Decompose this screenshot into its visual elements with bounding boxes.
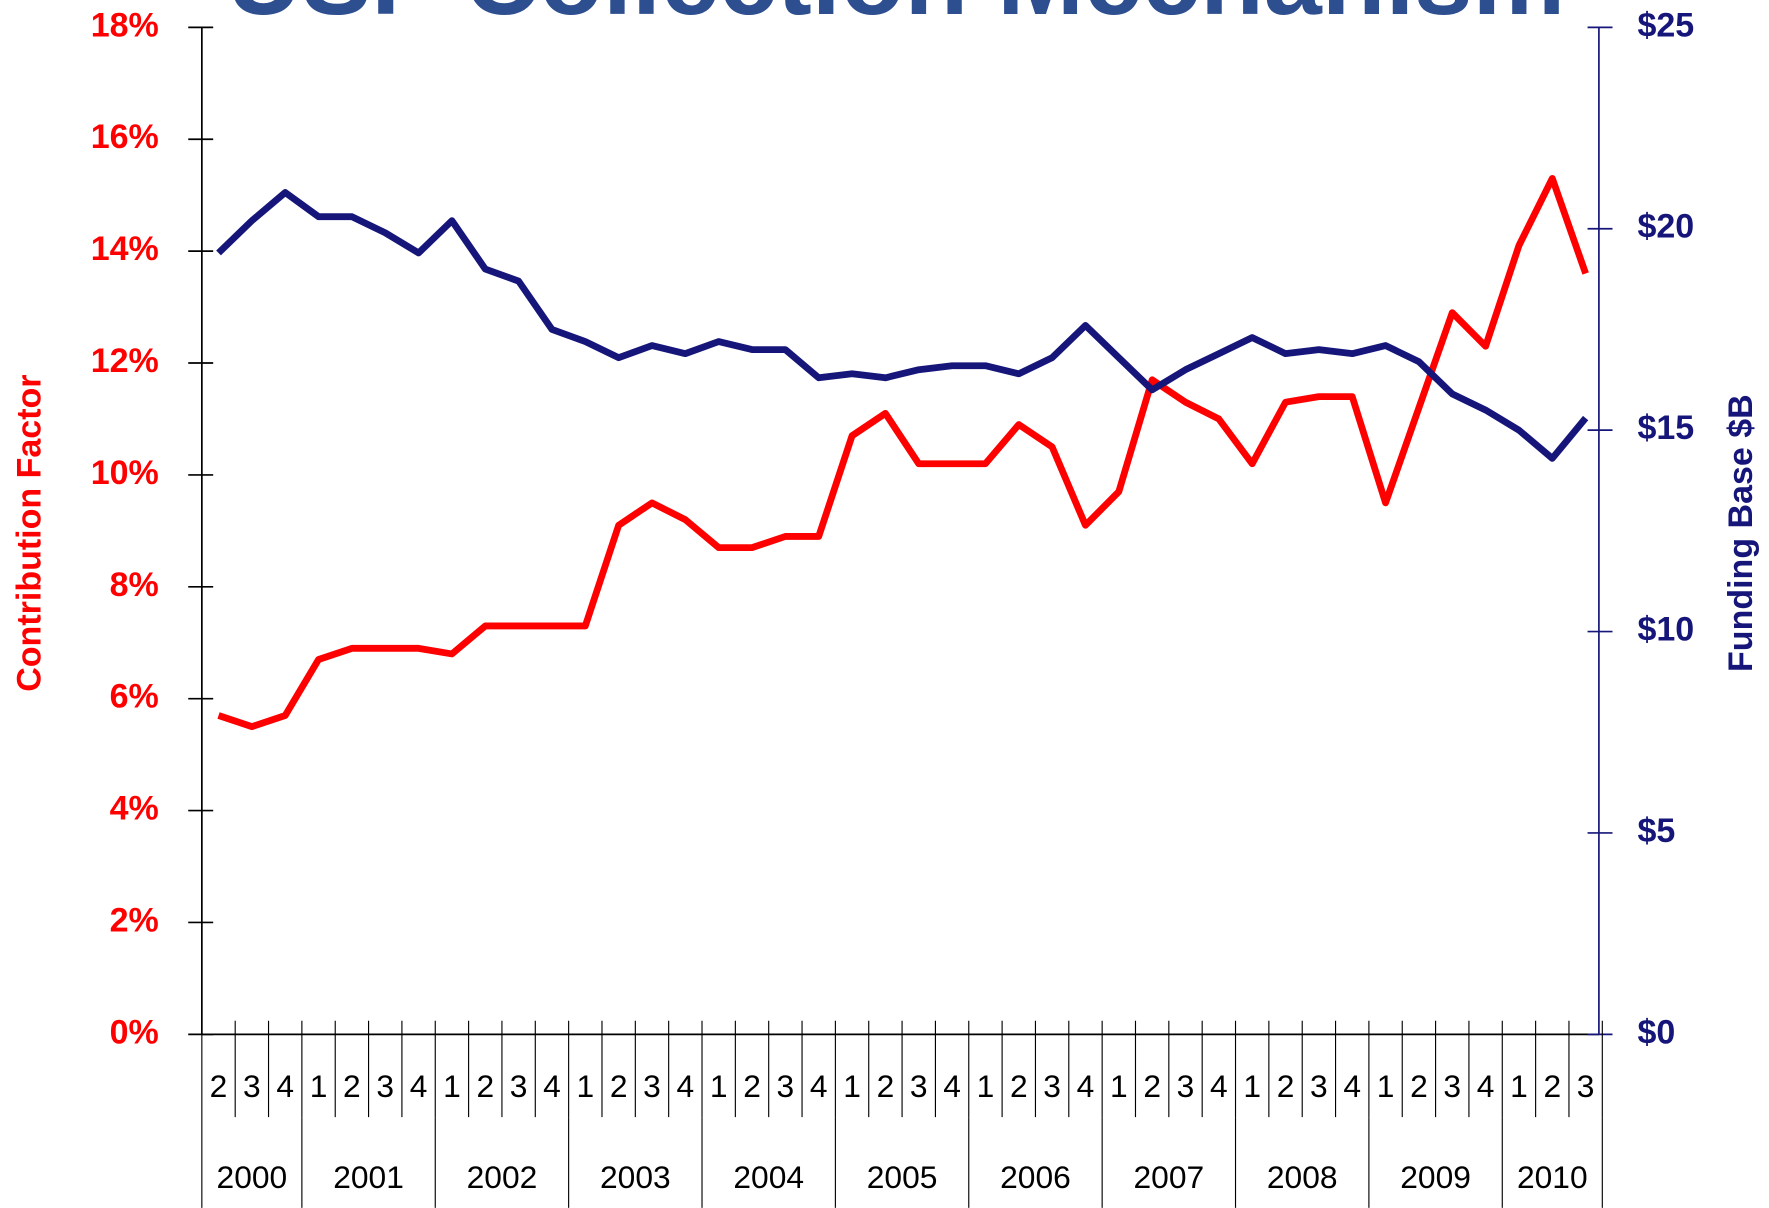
y-tick-label: 12%: [91, 342, 159, 380]
y-tick-label: 18%: [91, 6, 159, 44]
x-tick-label: 4: [410, 1068, 428, 1104]
x-group-label: 2003: [600, 1159, 671, 1195]
x-tick-label: 4: [543, 1068, 561, 1104]
x-tick-label: 3: [1310, 1068, 1328, 1104]
x-tick-label: 2: [1543, 1068, 1561, 1104]
x-tick-label: 3: [243, 1068, 261, 1104]
y2-tick-label: $0: [1637, 1013, 1675, 1051]
chart-title: USF Collection Mechanism: [226, 0, 1565, 37]
x-group-label: 2000: [217, 1159, 288, 1195]
x-tick-label: 2: [1277, 1068, 1295, 1104]
x-tick-label: 1: [710, 1068, 728, 1104]
y2-axis-label: Funding Base $B: [1722, 394, 1760, 672]
x-tick-label: 2: [1010, 1068, 1028, 1104]
y2-tick-label: $15: [1637, 409, 1694, 447]
x-group-label: 2005: [867, 1159, 938, 1195]
x-tick-label: 4: [1077, 1068, 1095, 1104]
x-tick-label: 2: [476, 1068, 494, 1104]
x-tick-label: 1: [310, 1068, 328, 1104]
y2-tick-label: $5: [1637, 812, 1675, 850]
x-tick-label: 3: [376, 1068, 394, 1104]
x-group-label: 2008: [1267, 1159, 1338, 1195]
x-tick-label: 4: [1343, 1068, 1361, 1104]
x-group-label: 2002: [467, 1159, 538, 1195]
series-line: [217, 175, 1589, 731]
y-tick-label: 16%: [91, 118, 159, 156]
x-tick-label: 2: [343, 1068, 361, 1104]
y-tick-label: 8%: [110, 566, 159, 604]
x-tick-label: 2: [210, 1068, 228, 1104]
y-tick-label: 0%: [110, 1013, 159, 1051]
x-tick-label: 3: [1577, 1068, 1595, 1104]
x-tick-label: 3: [1043, 1068, 1061, 1104]
series-line: [216, 189, 1589, 462]
y-tick-label: 2%: [110, 901, 159, 939]
x-group-label: 2009: [1400, 1159, 1471, 1195]
x-tick-label: 1: [1510, 1068, 1528, 1104]
x-tick-label: 2: [1143, 1068, 1161, 1104]
y2-tick-label: $20: [1637, 208, 1694, 246]
x-tick-label: 3: [777, 1068, 795, 1104]
x-tick-label: 4: [1477, 1068, 1495, 1104]
x-tick-label: 4: [677, 1068, 695, 1104]
x-tick-label: 1: [977, 1068, 995, 1104]
x-tick-label: 3: [1443, 1068, 1461, 1104]
x-tick-label: 1: [1377, 1068, 1395, 1104]
x-group-label: 2010: [1517, 1159, 1588, 1195]
x-tick-label: 1: [443, 1068, 461, 1104]
x-tick-label: 1: [843, 1068, 861, 1104]
x-tick-label: 4: [810, 1068, 828, 1104]
x-group-label: 2001: [333, 1159, 404, 1195]
y2-tick-label: $10: [1637, 611, 1694, 649]
x-tick-label: 2: [743, 1068, 761, 1104]
x-tick-label: 2: [877, 1068, 895, 1104]
y-axis-label: Contribution Factor: [11, 374, 49, 691]
x-tick-label: 3: [643, 1068, 661, 1104]
x-tick-label: 2: [610, 1068, 628, 1104]
y2-tick-label: $25: [1637, 6, 1694, 44]
x-tick-label: 4: [943, 1068, 961, 1104]
y-tick-label: 10%: [91, 454, 159, 492]
x-group-label: 2007: [1134, 1159, 1205, 1195]
y-tick-label: 4%: [110, 790, 159, 828]
x-group-label: 2006: [1000, 1159, 1071, 1195]
x-tick-label: 1: [1110, 1068, 1128, 1104]
x-tick-label: 3: [910, 1068, 928, 1104]
y-tick-label: 6%: [110, 678, 159, 716]
x-tick-label: 2: [1410, 1068, 1428, 1104]
y-tick-label: 14%: [91, 230, 159, 268]
x-tick-label: 1: [1243, 1068, 1261, 1104]
x-tick-label: 4: [276, 1068, 294, 1104]
x-tick-label: 3: [1177, 1068, 1195, 1104]
x-tick-label: 1: [576, 1068, 594, 1104]
x-group-label: 2004: [733, 1159, 804, 1195]
x-tick-label: 4: [1210, 1068, 1228, 1104]
x-tick-label: 3: [510, 1068, 528, 1104]
